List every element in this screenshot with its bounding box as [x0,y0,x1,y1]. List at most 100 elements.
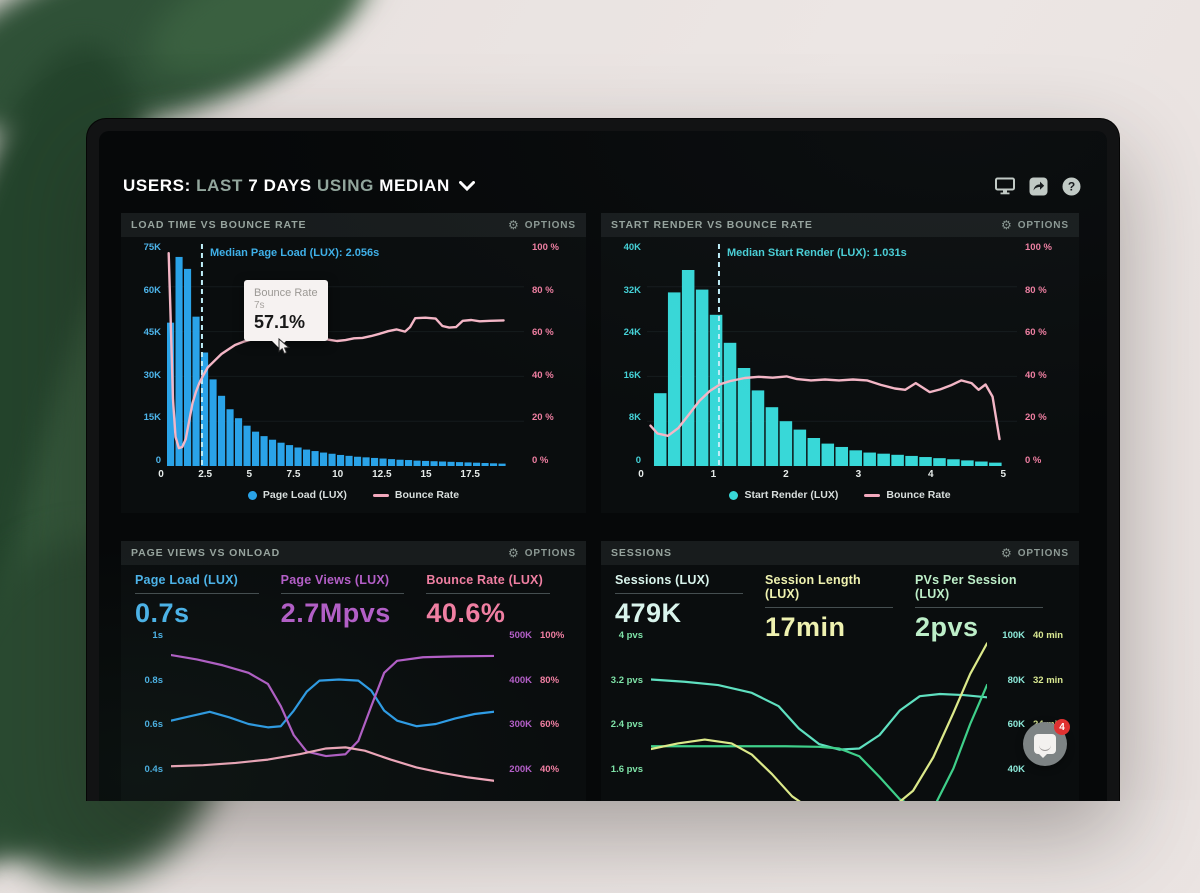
chart-plot[interactable]: Median Start Render (LUX): 1.031s [647,242,1017,466]
y-axis-right-label: 20 % [532,412,554,424]
legend-label: Bounce Rate [886,489,951,501]
sessions-line-chart[interactable]: 4 pvs 3.2 pvs 2.4 pvs 1.6 pvs 100K 80K 60K 40K 4… [601,630,1079,801]
y-axis-right-label: 0 % [532,454,549,466]
metric-value: 479K [615,598,682,628]
metric-underline [765,607,893,608]
laptop: USERS: LAST 7 DAYS USING MEDIAN ? LOAD T… [86,118,1120,801]
metric-label: Session Length (LUX) [765,573,861,601]
y-axis-left: 75K 60K 45K 30K 15K 0 [129,242,167,466]
dashboard-screen: USERS: LAST 7 DAYS USING MEDIAN ? LOAD T… [99,131,1107,801]
metric-value: 0.7s [135,598,190,628]
metric-underline [426,593,551,594]
y-axis-left-label: 16K [623,369,641,381]
x-axis-tick-label: 5 [246,469,253,480]
metric-block[interactable]: Page Views (LUX) 2.7Mpvs [280,573,427,631]
panel-title: LOAD TIME VS BOUNCE RATE [131,219,307,231]
legend-item[interactable]: Bounce Rate [864,489,951,501]
y-axis-left-label: 45K [143,327,161,339]
y-axis-right-label-2: 100% [540,630,565,641]
y-axis-right: 100 % 80 % 60 % 40 % 20 % 0 % [524,242,578,466]
y-axis-right-label: 400K [509,674,532,686]
options-label: OPTIONS [1017,547,1069,559]
chart-plot[interactable]: Median Page Load (LUX): 2.056s Bounce Rat… [167,242,524,466]
y-axis-left-label: 30K [143,369,161,381]
legend-dot-swatch [247,490,257,500]
y-axis-right-label: 80 % [532,284,554,296]
page-views-line-chart[interactable]: 1s 0.8s 0.6s 0.4s 500K 400K 300K 200K 100% 80% 60%… [121,630,586,801]
y-axis-right-label-2: 40% [540,763,560,775]
options-button[interactable]: ⚙ OPTIONS [508,547,576,559]
load-time-histogram[interactable]: 75K 60K 45K 30K 15K 0 Median Page Load (LUX): … [121,237,586,507]
metric-value: 2.7Mpvs [280,598,391,628]
legend-item[interactable]: Start Render (LUX) [729,489,838,501]
x-axis-spacer [532,466,578,483]
y-axis-right-label: 80K [1007,674,1025,686]
histogram-body: 40K 32K 24K 16K 8K 0 Median Start Render (LUX)… [609,242,1071,466]
metric-block[interactable]: Bounce Rate (LUX) 40.6% [426,573,572,631]
metric-underline [135,593,259,594]
title-segment: USERS: [123,176,191,195]
legend-item[interactable]: Bounce Rate [372,489,459,501]
x-axis-tick-label: 12.5 [372,469,392,480]
median-annotation: Median Start Render (LUX): 1.031s [726,247,907,259]
legend-line-swatch [864,493,881,497]
chevron-down-icon[interactable] [458,176,475,196]
metric-block[interactable]: Sessions (LUX) 479K [615,573,765,631]
metric-block[interactable]: PVs Per Session (LUX) 2pvs [915,573,1065,642]
chart-plot[interactable] [651,635,987,801]
page-title[interactable]: USERS: LAST 7 DAYS USING MEDIAN [123,176,475,196]
svg-text:?: ? [1067,179,1074,193]
y-axis-right: 100 % 80 % 60 % 40 % 20 % 0 % [1017,242,1071,466]
x-axis-tick-label: 7.5 [286,469,301,480]
metric-block[interactable]: Session Length (LUX) 17min [765,573,915,642]
chart-plot[interactable] [171,635,494,801]
metric-block[interactable]: Page Load (LUX) 0.7s [135,573,281,631]
title-segment: LAST [190,176,249,195]
y-axis-right-label: 20 % [1025,412,1047,424]
y-axis-right-label-2: 80% [540,674,560,686]
y-axis-left-label: 24K [623,327,641,339]
options-button[interactable]: ⚙ OPTIONS [1001,219,1069,231]
y-axis-right-label: 40K [1007,763,1025,775]
x-axis-tick-label: 10 [332,469,344,480]
x-axis-tick-label: 0 [638,469,644,480]
options-button[interactable]: ⚙ OPTIONS [1001,547,1069,559]
y-axis-right-label: 60 % [532,327,554,339]
panel-header: SESSIONS ⚙ OPTIONS [601,541,1079,565]
y-axis-left-label: 15K [143,412,161,424]
y-axis-left: 4 pvs 3.2 pvs 2.4 pvs 1.6 pvs [607,630,651,801]
legend-item[interactable]: Page Load (LUX) [247,489,347,501]
panel-sessions: SESSIONS ⚙ OPTIONS Sessions (LUX) 479K Sess… [601,541,1079,801]
metric-value: 17min [765,612,846,642]
x-axis-tick-label: 17.5 [460,469,480,480]
start-render-histogram[interactable]: 40K 32K 24K 16K 8K 0 Median Start Render (LUX)… [601,237,1079,507]
chat-widget-button[interactable]: 4 [1023,719,1070,766]
x-axis: 0 2.5 5 7.5 10 12.5 15 17.5 [129,466,578,483]
chat-badge: 4 [1054,719,1070,735]
x-axis-spacer [1025,466,1071,483]
metrics-row: Page Load (LUX) 0.7s Page Views (LUX) 2.7Mp… [121,565,586,631]
help-icon[interactable]: ? [1061,176,1081,196]
x-axis-tick-label: 5 [1000,469,1007,480]
y-axis-right-label: 100K [1002,630,1025,641]
metric-label: Page Views (LUX) [280,573,390,587]
dashboard-header: USERS: LAST 7 DAYS USING MEDIAN ? [123,173,1081,199]
y-axis-right-label: 80 % [1025,284,1047,296]
bounce-rate-tooltip: Bounce Rate 7s 57.1% [243,280,328,348]
metric-label: Page Load (LUX) [135,573,239,587]
share-icon[interactable] [1028,176,1048,196]
options-button[interactable]: ⚙ OPTIONS [508,219,576,231]
y-axis-left-label: 3.2 pvs [610,674,643,686]
tooltip-subtitle: 7s [253,300,265,311]
panel-title: START RENDER VS BOUNCE RATE [611,219,813,231]
y-axis-right: 500K 400K 300K 200K 100% 80% 60% 40% [494,630,580,801]
display-icon[interactable] [995,176,1015,196]
y-axis-left-label: 75K [143,242,161,253]
x-axis-ticks: 0 2.5 5 7.5 10 12.5 15 17.5 [158,466,532,483]
header-icons: ? [995,176,1081,196]
y-axis-right-label: 200K [509,763,532,775]
y-axis-left-label: 40K [623,242,641,253]
y-axis-right-label: 500K [509,630,532,641]
y-axis-left-label: 1s [152,630,163,641]
x-axis-tick-label: 2.5 [198,469,213,480]
